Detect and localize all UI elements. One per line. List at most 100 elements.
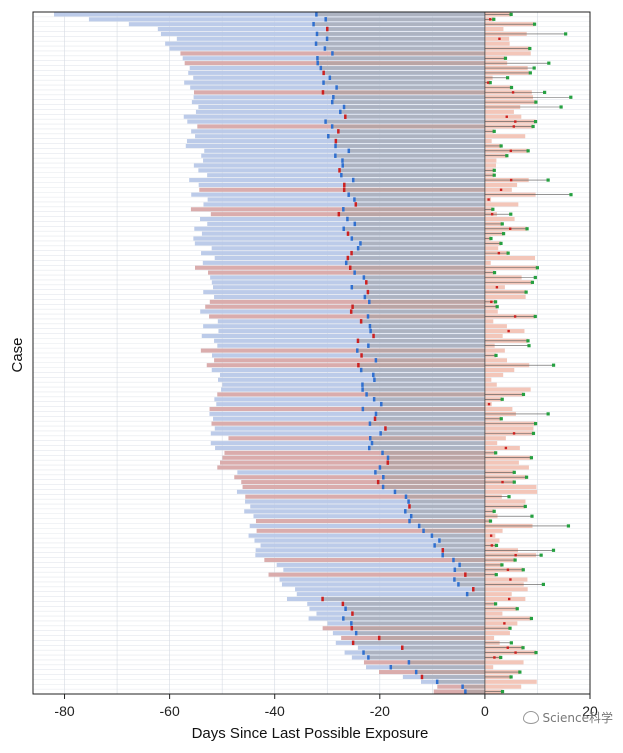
event-marker bbox=[509, 578, 512, 581]
onset-marker bbox=[351, 304, 354, 309]
endpoint-marker bbox=[507, 495, 511, 499]
symptom-bar bbox=[439, 538, 485, 543]
symptom-bar bbox=[369, 300, 485, 304]
exposure-window-bar bbox=[217, 392, 485, 397]
symptom-bar bbox=[467, 592, 485, 596]
endpoint-marker bbox=[564, 32, 568, 36]
onset-marker bbox=[342, 104, 346, 110]
onset-marker bbox=[346, 255, 350, 261]
symptom-bar bbox=[375, 470, 485, 475]
symptom-bar bbox=[342, 158, 485, 163]
onset-marker bbox=[374, 470, 377, 475]
onset-marker bbox=[414, 669, 418, 675]
exposure-window-bar bbox=[250, 504, 485, 509]
endpoint-marker bbox=[523, 504, 527, 509]
onset-marker bbox=[365, 392, 368, 397]
symptom-bar bbox=[358, 246, 485, 251]
onset-marker bbox=[335, 85, 338, 90]
onset-marker bbox=[326, 26, 329, 32]
onset-marker bbox=[350, 236, 354, 241]
endpoint-marker bbox=[535, 266, 539, 270]
post-exposure-bar bbox=[484, 246, 499, 251]
onset-marker bbox=[384, 426, 387, 431]
onset-marker bbox=[340, 172, 343, 178]
exposure-window-bar bbox=[213, 416, 485, 421]
onset-marker bbox=[407, 660, 411, 665]
post-exposure-bar bbox=[484, 36, 510, 41]
onset-marker bbox=[349, 309, 353, 314]
endpoint-marker bbox=[492, 17, 496, 21]
exposure-window-bar bbox=[207, 197, 485, 202]
post-exposure-bar bbox=[484, 665, 494, 670]
onset-marker bbox=[422, 528, 425, 534]
endpoint-marker bbox=[531, 124, 535, 129]
symptom-bar bbox=[381, 402, 485, 406]
symptom-bar bbox=[350, 265, 485, 270]
exposure-window-bar bbox=[209, 299, 485, 304]
symptom-bar bbox=[354, 197, 485, 202]
x-axis-title: Days Since Last Possible Exposure bbox=[192, 725, 429, 742]
exposure-window-bar bbox=[210, 431, 485, 436]
exposure-window-bar bbox=[228, 436, 485, 441]
endpoint-marker bbox=[530, 514, 534, 518]
onset-marker bbox=[315, 12, 318, 17]
onset-marker bbox=[379, 431, 382, 436]
onset-marker bbox=[404, 509, 407, 514]
symptom-bar bbox=[323, 71, 485, 75]
event-marker bbox=[509, 149, 513, 153]
endpoint-marker bbox=[531, 431, 536, 435]
onset-marker bbox=[353, 197, 356, 202]
onset-marker bbox=[435, 679, 439, 685]
exposure-window-bar bbox=[215, 445, 485, 451]
symptom-bar bbox=[373, 334, 485, 338]
endpoint-marker bbox=[492, 168, 496, 172]
onset-marker bbox=[350, 250, 353, 256]
onset-marker bbox=[368, 299, 371, 305]
event-marker bbox=[490, 544, 494, 547]
symptom-bar bbox=[358, 338, 485, 343]
onset-marker bbox=[339, 109, 342, 115]
onset-marker bbox=[324, 17, 327, 22]
symptom-bar bbox=[317, 56, 485, 61]
symptom-bar bbox=[374, 397, 485, 402]
post-exposure-bar bbox=[484, 158, 497, 163]
endpoint-marker bbox=[489, 236, 493, 241]
symptom-bar bbox=[332, 124, 485, 129]
symptom-bar bbox=[327, 27, 485, 31]
y-axis-title: Case bbox=[9, 337, 26, 372]
onset-marker bbox=[344, 606, 347, 611]
event-marker bbox=[508, 227, 512, 230]
onset-marker bbox=[452, 557, 455, 563]
symptom-bar bbox=[325, 17, 485, 22]
onset-marker bbox=[321, 596, 324, 602]
onset-marker bbox=[433, 543, 436, 548]
exposure-window-bar bbox=[255, 548, 485, 553]
exposure-window-bar bbox=[209, 411, 485, 416]
endpoint-marker bbox=[492, 173, 496, 177]
onset-marker bbox=[341, 158, 344, 163]
onset-marker bbox=[363, 294, 367, 300]
exposure-window-bar bbox=[216, 402, 485, 407]
x-tick-label: -20 bbox=[370, 703, 390, 719]
endpoint-marker bbox=[492, 129, 496, 133]
post-exposure-bar bbox=[484, 202, 519, 207]
post-exposure-bar bbox=[484, 592, 512, 597]
exposure-window-bar bbox=[194, 226, 485, 231]
onset-marker bbox=[366, 289, 370, 295]
exposure-window-bar bbox=[283, 567, 485, 572]
event-marker bbox=[497, 251, 501, 255]
symptom-bar bbox=[409, 504, 485, 509]
onset-marker bbox=[350, 621, 353, 626]
chat-bubble-icon bbox=[523, 711, 540, 724]
onset-marker bbox=[319, 65, 323, 71]
post-exposure-bar bbox=[484, 163, 497, 168]
post-exposure-bar bbox=[484, 445, 520, 451]
endpoint-marker bbox=[494, 543, 499, 548]
x-tick-label: 20 bbox=[582, 703, 598, 719]
symptom-bar bbox=[339, 168, 485, 173]
event-marker bbox=[501, 480, 504, 484]
event-marker bbox=[511, 91, 515, 94]
post-exposure-bar bbox=[484, 329, 525, 334]
onset-marker bbox=[359, 367, 363, 373]
exposure-window-bar bbox=[204, 148, 485, 153]
